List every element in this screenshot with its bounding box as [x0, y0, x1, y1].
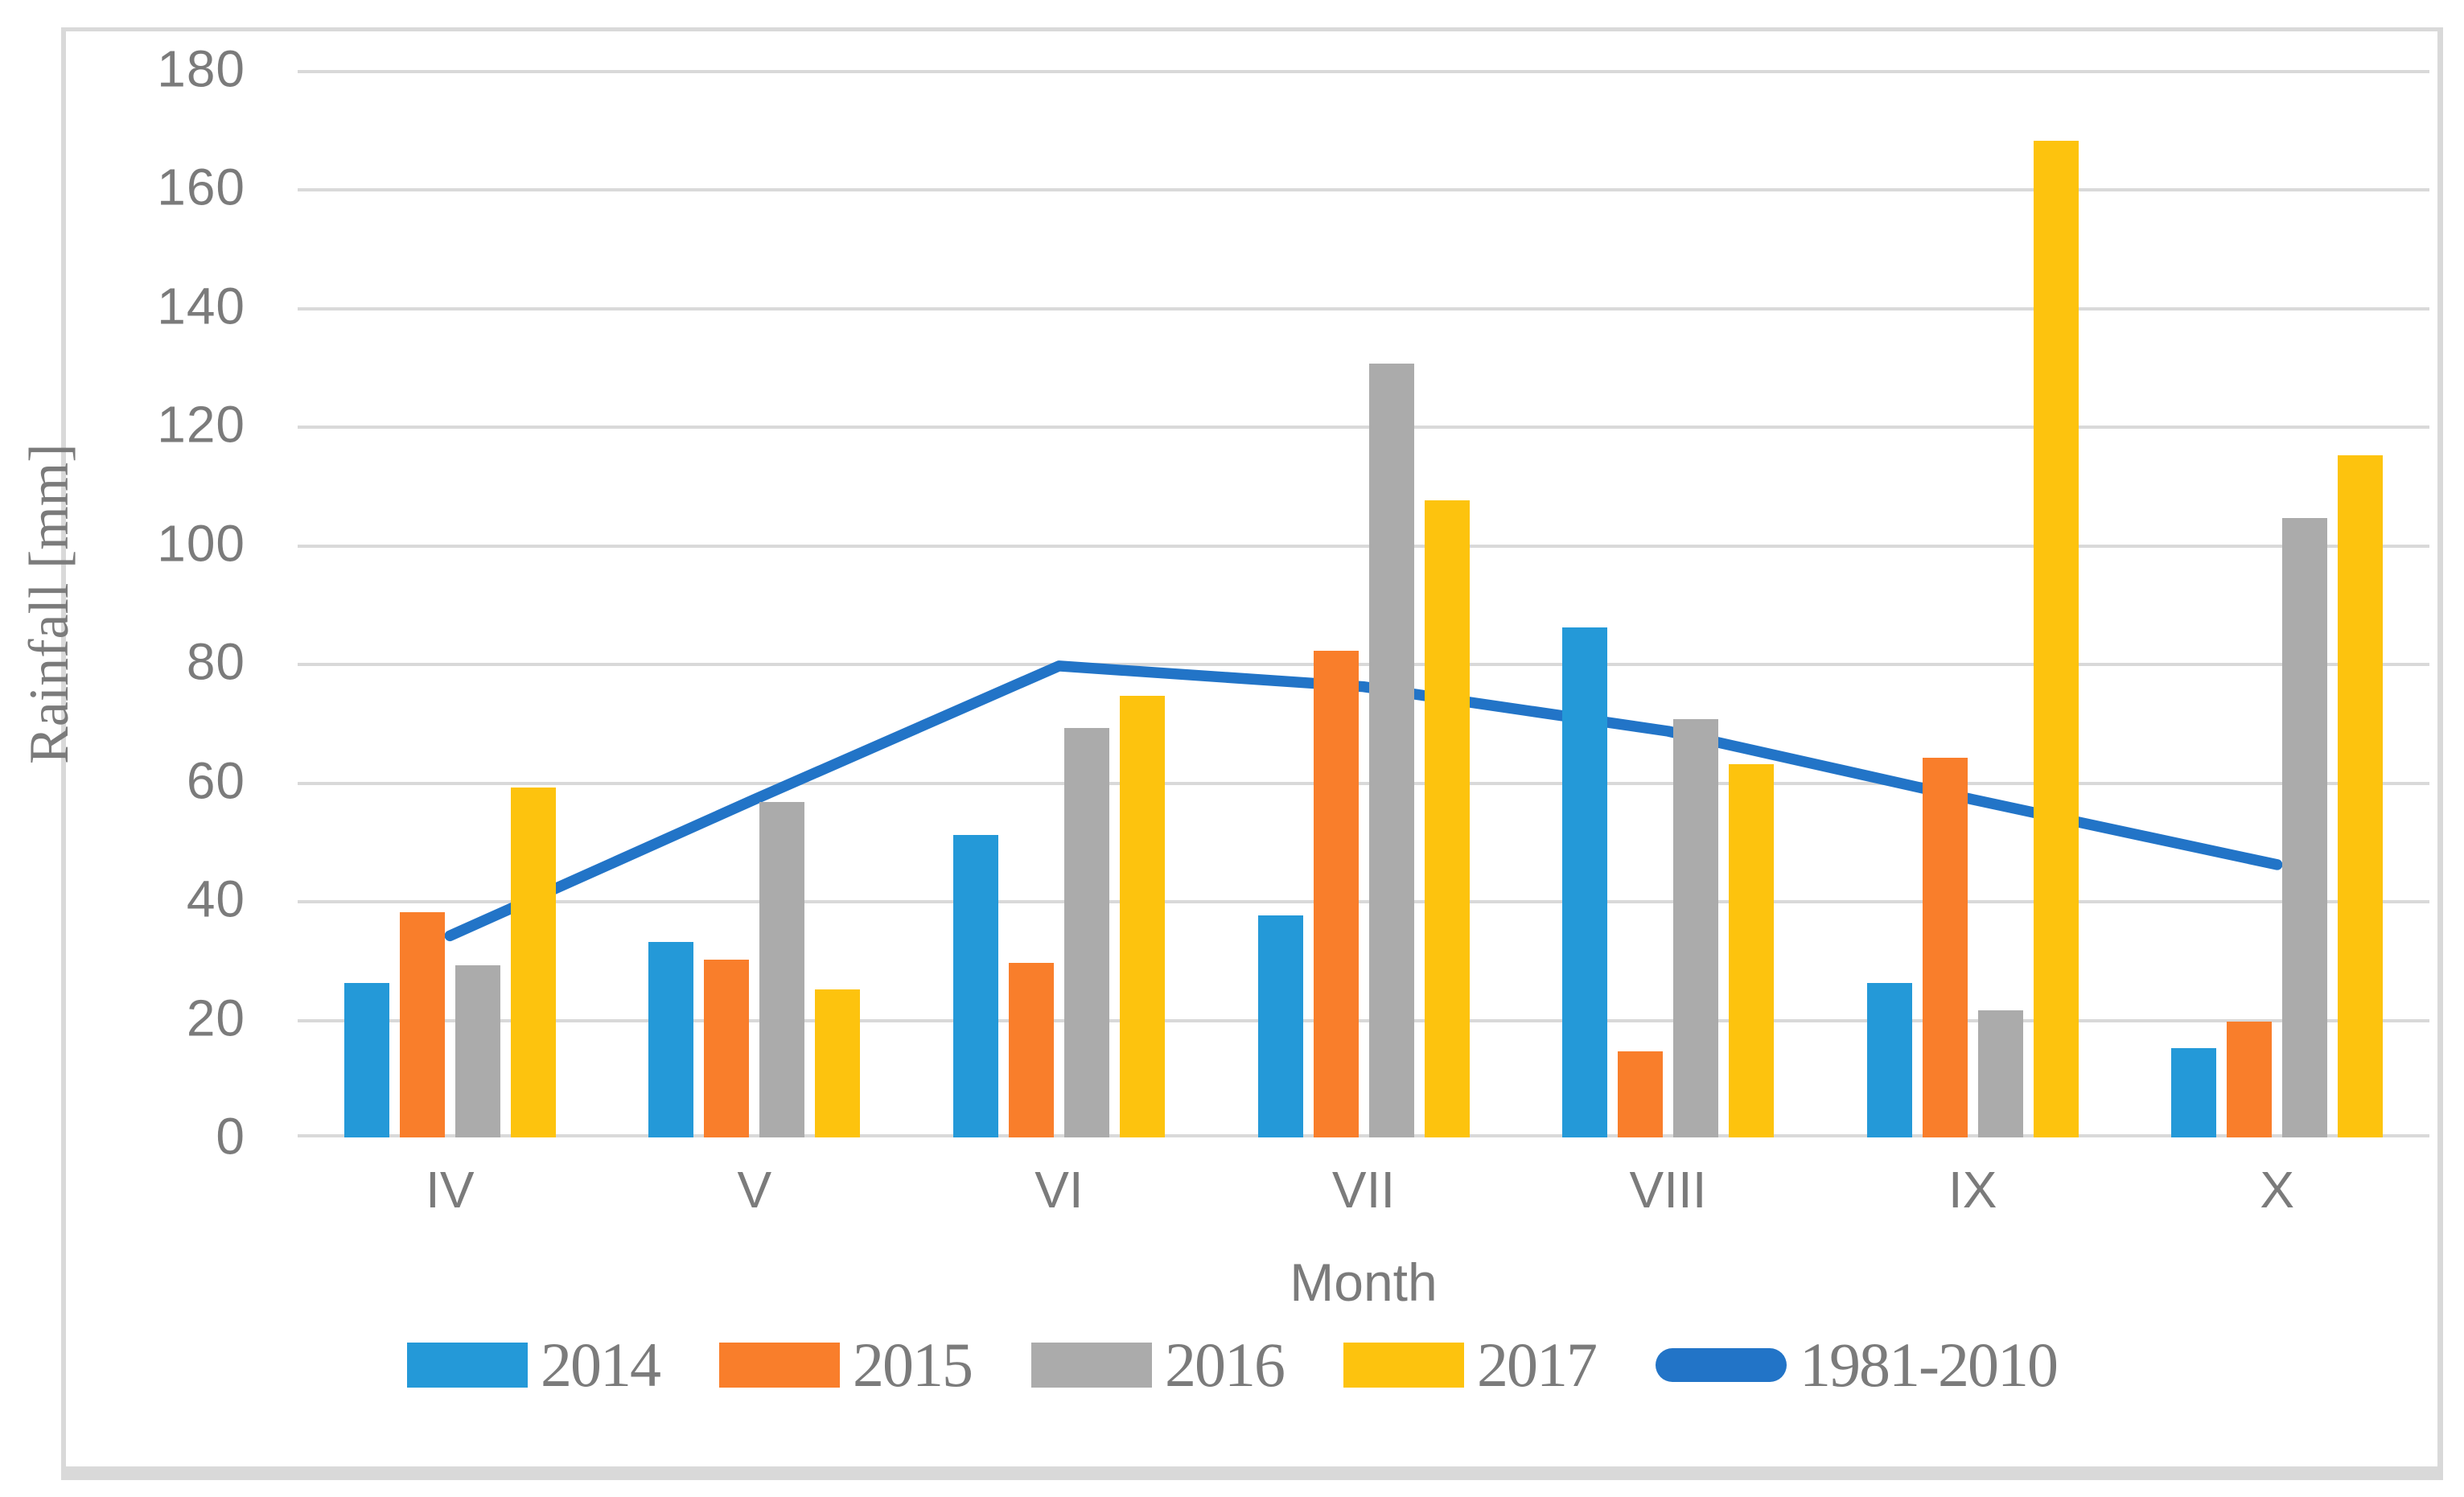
bar-2016-IV [455, 965, 500, 1137]
y-tick-label-0: 0 [216, 1107, 245, 1166]
legend-label-2014: 2014 [541, 1330, 661, 1400]
bar-2015-X [2227, 1022, 2273, 1137]
y-tick-label-140: 140 [157, 277, 245, 335]
bar-2017-VII [1424, 500, 1470, 1137]
bar-2017-IX [2033, 141, 2079, 1137]
y-tick-label-20: 20 [186, 989, 245, 1047]
gridline-120 [298, 426, 2429, 430]
bar-2016-VI [1063, 728, 1109, 1137]
x-tick-label-V: V [737, 1161, 772, 1219]
gridline-60 [298, 781, 2429, 785]
chart-legend: 2014 2015 2016 2017 1981-2010 [0, 1329, 2464, 1401]
y-axis-title: Rainfall [mm] [19, 443, 80, 764]
bar-2015-IX [1922, 758, 1968, 1137]
y-tick-label-60: 60 [186, 751, 245, 810]
legend-swatch-2017 [1343, 1343, 1464, 1388]
bar-2015-VI [1008, 962, 1054, 1137]
y-axis-tick-labels: 180 160 140 120 100 80 60 40 20 0 [105, 40, 245, 1166]
y-tick-label-80: 80 [186, 632, 245, 691]
bar-2017-IV [510, 788, 556, 1137]
gridline-20 [298, 1018, 2429, 1022]
legend-item-1981-2010: 1981-2010 [1656, 1329, 2059, 1401]
y-tick-label-40: 40 [186, 870, 245, 928]
bar-2014-X [2171, 1048, 2217, 1137]
bar-2015-VII [1313, 651, 1359, 1137]
legend-item-2015: 2015 [719, 1329, 973, 1401]
gridline-80 [298, 663, 2429, 667]
bar-2016-X [2282, 517, 2328, 1137]
gridline-160 [298, 188, 2429, 192]
legend-line-marker-1981-2010 [1656, 1348, 1787, 1382]
x-tick-label-IX: IX [1948, 1161, 1997, 1219]
legend-swatch-2015 [719, 1343, 840, 1388]
chart-frame [61, 27, 2443, 1480]
legend-label-2016: 2016 [1165, 1330, 1285, 1400]
x-tick-label-VII: VII [1331, 1161, 1396, 1219]
bar-2015-IV [399, 911, 445, 1137]
gridline-140 [298, 306, 2429, 311]
x-tick-label-IV: IV [426, 1161, 475, 1219]
gridline-100 [298, 544, 2429, 548]
bar-2014-IX [1866, 983, 1912, 1137]
x-tick-label-VIII: VIII [1629, 1161, 1707, 1219]
line-1981-2010 [444, 660, 2283, 942]
y-tick-label-100: 100 [157, 514, 245, 573]
bar-2015-V [704, 959, 750, 1137]
y-tick-label-120: 120 [157, 395, 245, 454]
x-tick-label-X: X [2260, 1161, 2295, 1219]
legend-label-2015: 2015 [853, 1330, 973, 1400]
bar-2016-VII [1368, 363, 1414, 1137]
bar-2014-VIII [1562, 627, 1608, 1137]
bar-2017-VIII [1729, 763, 1775, 1137]
bar-2014-VI [952, 835, 998, 1137]
bar-2015-VIII [1618, 1051, 1664, 1137]
gridline-40 [298, 900, 2429, 904]
x-axis-title: Month [1290, 1252, 1438, 1312]
x-tick-label-VI: VI [1035, 1161, 1084, 1219]
bar-2014-IV [343, 983, 389, 1137]
x-axis-tick-labels: IV V VI VII VIII IX X [298, 1160, 2429, 1232]
bar-2017-X [2338, 455, 2384, 1137]
legend-swatch-2016 [1031, 1343, 1152, 1388]
plot-area [298, 70, 2429, 1137]
normals-line-series [444, 660, 2283, 942]
legend-label-2017: 2017 [1477, 1330, 1598, 1400]
legend-item-2016: 2016 [1031, 1329, 1285, 1401]
bar-2016-VIII [1673, 719, 1719, 1137]
bar-2016-V [759, 802, 805, 1137]
bar-2017-V [815, 989, 861, 1137]
legend-label-1981-2010: 1981-2010 [1800, 1330, 2059, 1400]
bar-2014-V [648, 941, 694, 1137]
bar-2016-IX [1977, 1010, 2023, 1137]
bar-2017-VI [1119, 695, 1165, 1137]
legend-item-2014: 2014 [407, 1329, 661, 1401]
y-tick-label-160: 160 [157, 158, 245, 216]
legend-swatch-2014 [407, 1343, 528, 1388]
y-tick-label-180: 180 [157, 39, 245, 98]
bar-2014-VII [1257, 915, 1303, 1137]
x-axis-line [298, 1134, 2429, 1137]
gridline-180 [298, 70, 2429, 73]
legend-item-2017: 2017 [1343, 1329, 1598, 1401]
